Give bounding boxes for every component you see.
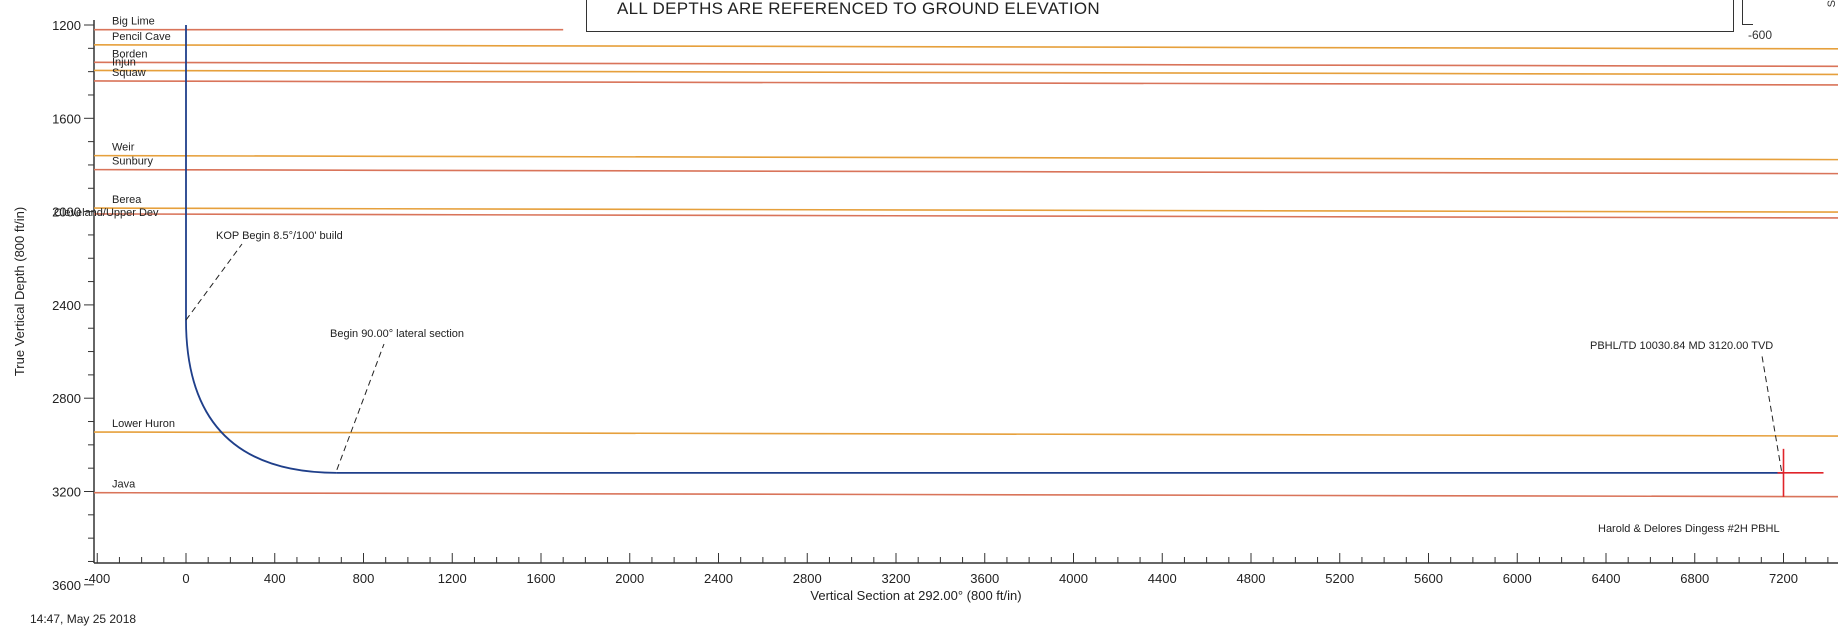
- inset-scale-tick: [1742, 0, 1753, 25]
- x-tick-label: 400: [264, 571, 286, 586]
- x-tick-label: 3200: [882, 571, 911, 586]
- x-tick-label: 7200: [1769, 571, 1798, 586]
- x-tick-label: 4800: [1237, 571, 1266, 586]
- annotation-pbhl: Harold & Delores Dingess #2H PBHL: [1598, 523, 1780, 535]
- x-tick-label: 6000: [1503, 571, 1532, 586]
- well-build-curve: [185, 320, 337, 474]
- x-tick-label: 5200: [1325, 571, 1354, 586]
- x-tick-label: 4000: [1059, 571, 1088, 586]
- x-tick-label: 1200: [438, 571, 467, 586]
- formation-line: [93, 491, 1838, 498]
- formation-label: Big Lime: [112, 16, 155, 28]
- x-tick-label: -400: [84, 571, 110, 586]
- formation-line: [93, 431, 1838, 437]
- print-timestamp: 14:47, May 25 2018: [30, 612, 137, 626]
- x-tick-label: 0: [182, 571, 189, 586]
- y-tick-label: 3600: [52, 578, 81, 593]
- note-text: ALL DEPTHS ARE REFERENCED TO GROUND ELEV…: [617, 0, 1100, 18]
- annotation-leader: [336, 343, 385, 471]
- annotation-td: PBHL/TD 10030.84 MD 3120.00 TVD: [1590, 340, 1773, 352]
- y-tick-label: 2000: [52, 205, 81, 220]
- y-tick-label: 3200: [52, 485, 81, 500]
- x-tick-label: 2800: [793, 571, 822, 586]
- formation-label: Injun: [112, 56, 136, 68]
- x-tick-label: 3600: [970, 571, 999, 586]
- formation-label: Borden: [112, 48, 147, 60]
- formation-label: Java: [112, 479, 136, 491]
- y-tick-label: 2800: [52, 391, 81, 406]
- inset-scale-label: -600: [1748, 28, 1773, 42]
- y-tick-label: 2400: [52, 298, 81, 313]
- formation-label: Berea: [112, 194, 142, 206]
- formation-line: [93, 154, 1838, 161]
- y-tick-label: 1200: [52, 18, 81, 33]
- y-axis-title: True Vertical Depth (800 ft/in): [12, 207, 27, 376]
- x-axis-title: Vertical Section at 292.00° (800 ft/in): [810, 588, 1021, 603]
- x-tick-label: 2000: [615, 571, 644, 586]
- depth-reference-note: ALL DEPTHS ARE REFERENCED TO GROUND ELEV…: [586, 0, 1734, 32]
- annotation-kop: KOP Begin 8.5°/100' build: [216, 230, 343, 242]
- formation-line: [93, 69, 1838, 76]
- formation-label: Lower Huron: [112, 418, 175, 430]
- x-tick-label: 800: [353, 571, 375, 586]
- y-tick-label: 1600: [52, 111, 81, 126]
- formation-label: Weir: [112, 142, 135, 154]
- x-tick-label: 4400: [1148, 571, 1177, 586]
- x-tick-label: 6400: [1592, 571, 1621, 586]
- formation-line: [93, 213, 1838, 219]
- formation-line: [93, 80, 1838, 86]
- inset-edge-text: S: [1826, 0, 1838, 8]
- formation-label: Squaw: [112, 67, 146, 79]
- formation-label: Cleveland/Upper Dev: [54, 207, 159, 219]
- annotation-leader: [1761, 355, 1782, 471]
- formation-line: [93, 168, 1838, 175]
- formation-line: [93, 207, 1838, 213]
- annotation-leader: [185, 243, 243, 321]
- x-tick-label: 6800: [1680, 571, 1709, 586]
- x-tick-label: 1600: [527, 571, 556, 586]
- x-tick-label: 5600: [1414, 571, 1443, 586]
- annotation-lateral: Begin 90.00° lateral section: [330, 328, 464, 340]
- formation-line: [93, 44, 1838, 50]
- formation-label: Pencil Cave: [112, 31, 171, 43]
- x-tick-label: 2400: [704, 571, 733, 586]
- formation-label: Sunbury: [112, 156, 153, 168]
- formation-line: [93, 61, 1838, 68]
